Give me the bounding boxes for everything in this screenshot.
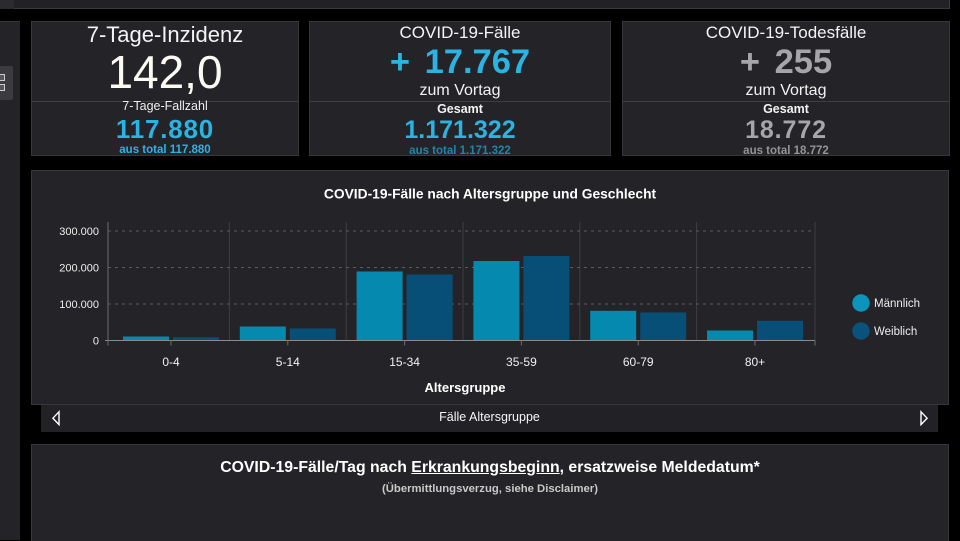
svg-text:COVID-19-Fälle nach Altersgrup: COVID-19-Fälle nach Altersgruppe und Ges…	[324, 187, 657, 202]
svg-text:5-14: 5-14	[276, 355, 300, 369]
svg-text:Männlich: Männlich	[874, 298, 920, 310]
svg-text:80+: 80+	[745, 355, 765, 369]
svg-text:Altersgruppe: Altersgruppe	[425, 380, 506, 395]
svg-text:100.000: 100.000	[59, 299, 99, 311]
svg-text:Weiblich: Weiblich	[874, 326, 917, 338]
svg-text:200.000: 200.000	[59, 263, 99, 275]
svg-text:300.000: 300.000	[59, 226, 99, 238]
svg-text:35-59: 35-59	[506, 355, 537, 369]
svg-text:0: 0	[93, 336, 99, 348]
svg-text:60-79: 60-79	[623, 355, 654, 369]
svg-text:15-34: 15-34	[389, 355, 420, 369]
svg-text:0-4: 0-4	[162, 355, 180, 369]
